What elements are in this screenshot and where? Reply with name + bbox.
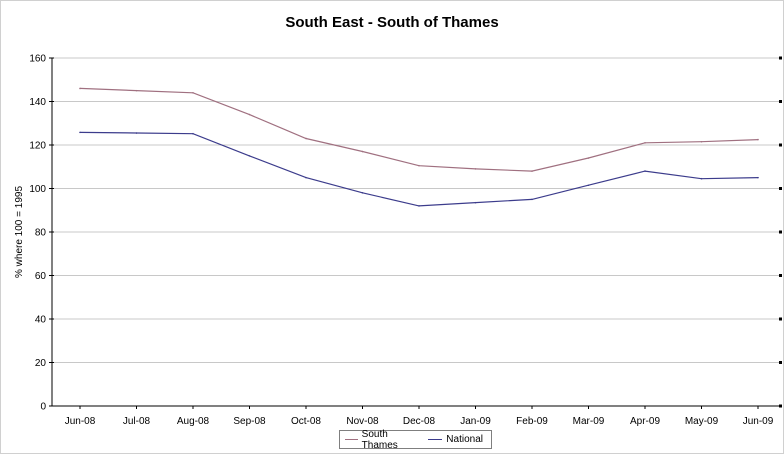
legend-label-south-thames: South Thames [361,428,398,451]
point-national-Aug-08 [192,132,194,135]
point-south-thames-Jan-09 [474,168,477,170]
point-national-Jul-08 [135,132,138,134]
y-tick-label-0: 0 [40,402,46,413]
right-tick-mark-20 [779,361,782,364]
point-south-thames-Aug-08 [192,92,194,94]
legend-item-south-thames: South Thames [345,429,420,451]
y-tick-label-40: 40 [35,315,47,326]
series-line-national [79,131,759,207]
x-tick-label-Aug-08: Aug-08 [177,416,210,427]
x-tick-label-Feb-09: Feb-09 [516,416,548,427]
point-south-thames-Nov-08 [361,150,364,153]
series-lines [79,87,759,207]
right-tick-mark-60 [779,274,782,277]
y-tick-label-160: 160 [29,54,46,65]
legend-swatch-south-thames [345,439,358,440]
point-national-Jun-08 [79,131,81,134]
point-south-thames-Sep-08 [248,113,251,116]
point-national-Dec-08 [418,205,420,207]
legend-item-national: National [428,434,483,445]
y-tick-label-140: 140 [29,97,46,108]
point-south-thames-Mar-09 [587,157,590,159]
y-tick-label-80: 80 [35,228,47,239]
x-tick-label-Dec-08: Dec-08 [403,416,436,427]
x-tick-label-Oct-08: Oct-08 [291,416,321,427]
right-tick-mark-120 [779,143,782,147]
x-tick-label-Jun-08: Jun-08 [65,416,96,427]
right-tick-mark-140 [779,100,782,103]
point-south-thames-Jun-08 [79,87,81,90]
chart-legend: South Thames National [339,429,492,451]
point-south-thames-Dec-08 [418,164,420,167]
legend-label-national: National [446,434,483,445]
point-south-thames-Jul-08 [135,89,138,92]
point-national-Feb-09 [531,198,533,201]
x-tick-label-Nov-08: Nov-08 [346,416,379,427]
chart-title: South East - South of Thames [285,14,499,31]
point-national-Sep-08 [248,155,251,157]
legend-swatch-national [428,439,443,440]
x-tick-label-Jul-08: Jul-08 [123,416,151,427]
right-tick-mark-40 [779,317,782,321]
point-south-thames-Jun-09 [757,138,759,141]
point-national-Mar-09 [587,184,590,187]
y-tick-label-20: 20 [35,358,47,369]
point-national-Oct-08 [305,176,307,179]
x-tick-label-Sep-08: Sep-08 [233,416,266,427]
x-tick-label-Jan-09: Jan-09 [460,416,491,427]
point-national-Jun-09 [757,176,759,179]
point-national-May-09 [700,177,703,180]
y-axis-label: % where 100 = 1995 [14,186,25,278]
grid-lines [52,57,782,363]
right-tick-mark-80 [779,230,782,234]
point-south-thames-May-09 [700,140,703,143]
point-national-Nov-08 [361,192,364,194]
x-tick-label-Apr-09: Apr-09 [630,416,660,427]
point-national-Jan-09 [474,201,477,204]
point-national-Apr-09 [644,170,646,172]
x-tick-label-Mar-09: Mar-09 [573,416,605,427]
right-tick-mark-100 [779,187,782,190]
x-tick-label-Jun-09: Jun-09 [743,416,774,427]
series-line-south-thames [79,87,759,172]
y-tick-label-60: 60 [35,271,47,282]
point-south-thames-Apr-09 [644,142,646,144]
right-tick-mark-160 [779,56,782,60]
tick-labels: 0 20 40 60 80 100 120 140 160 Jun-08 Jul-08 Aug-08 S… [29,54,773,428]
y-tick-label-100: 100 [29,184,46,195]
x-tick-label-May-09: May-09 [685,416,719,427]
point-south-thames-Feb-09 [531,170,533,172]
axes [49,56,782,409]
point-south-thames-Oct-08 [305,137,307,140]
y-tick-label-120: 120 [29,141,46,152]
